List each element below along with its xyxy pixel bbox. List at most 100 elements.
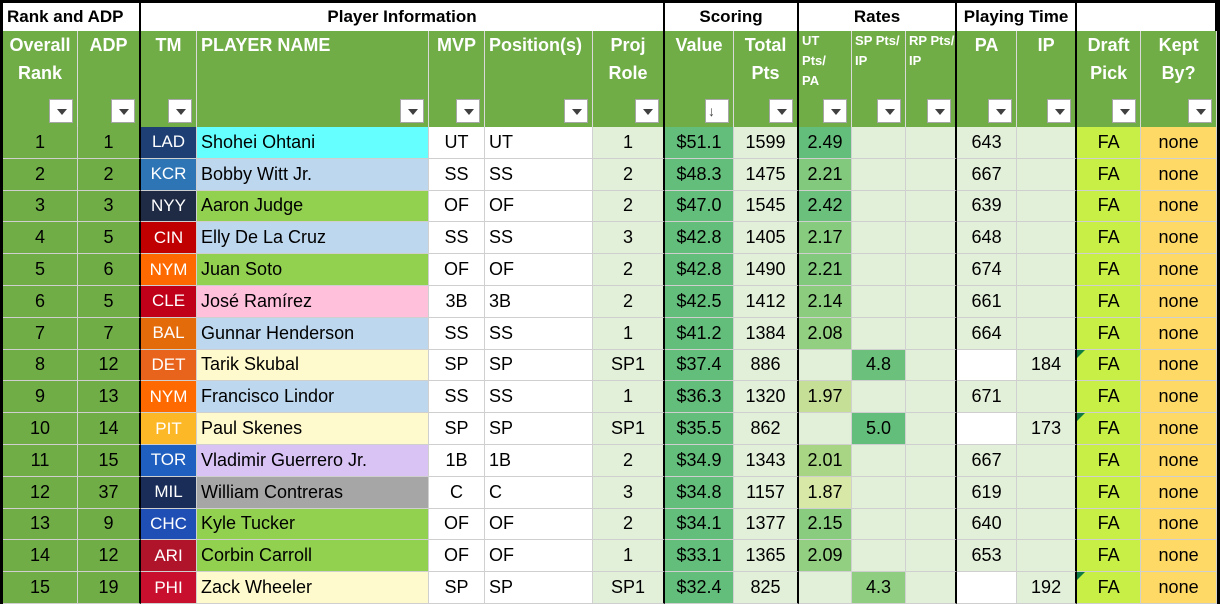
value-cell[interactable]: $33.1	[665, 540, 735, 573]
player-name-cell[interactable]: Tarik Skubal	[197, 349, 430, 382]
sp-rate-cell[interactable]	[852, 127, 907, 159]
draft-pick-cell[interactable]: FA	[1077, 476, 1142, 509]
total-pts-cell[interactable]: 1475	[734, 158, 800, 191]
draft-pick-cell[interactable]: FA	[1077, 127, 1142, 159]
ip-cell[interactable]	[1017, 254, 1078, 286]
sp-rate-cell[interactable]	[852, 158, 907, 191]
proj-role-cell[interactable]: 2	[593, 444, 666, 477]
overall-rank-cell[interactable]: 6	[3, 285, 78, 318]
filter-dropdown-button[interactable]	[456, 99, 481, 123]
rp-rate-cell[interactable]	[906, 381, 958, 414]
ut-rate-cell[interactable]: 1.97	[799, 381, 853, 414]
ip-cell[interactable]	[1017, 476, 1078, 509]
filter-dropdown-button[interactable]	[823, 99, 848, 123]
adp-cell[interactable]: 9	[78, 508, 142, 541]
team-cell[interactable]: LAD	[141, 127, 198, 159]
player-name-cell[interactable]: Bobby Witt Jr.	[197, 158, 430, 191]
value-cell[interactable]: $34.8	[665, 476, 735, 509]
mvp-cell[interactable]: OF	[429, 508, 486, 541]
draft-pick-cell[interactable]: FA	[1077, 158, 1142, 191]
kept-by-cell[interactable]: none	[1141, 444, 1218, 477]
draft-pick-cell[interactable]: FA	[1077, 285, 1142, 318]
overall-rank-cell[interactable]: 1	[3, 127, 78, 159]
draft-pick-cell[interactable]: FA	[1077, 222, 1142, 255]
ip-cell[interactable]	[1017, 158, 1078, 191]
proj-role-cell[interactable]: 1	[593, 127, 666, 159]
pa-cell[interactable]: 661	[957, 285, 1018, 318]
proj-role-cell[interactable]: 1	[593, 381, 666, 414]
position-cell[interactable]: SS	[485, 381, 594, 414]
rp-rate-cell[interactable]	[906, 222, 958, 255]
overall-rank-cell[interactable]: 7	[3, 317, 78, 350]
ut-rate-cell[interactable]: 2.01	[799, 444, 853, 477]
total-pts-cell[interactable]: 1365	[734, 540, 800, 573]
value-cell[interactable]: $32.4	[665, 572, 735, 604]
kept-by-cell[interactable]: none	[1141, 349, 1218, 382]
sp-rate-cell[interactable]	[852, 317, 907, 350]
value-cell[interactable]: $34.9	[665, 444, 735, 477]
rp-rate-cell[interactable]	[906, 127, 958, 159]
kept-by-cell[interactable]: none	[1141, 476, 1218, 509]
ip-cell[interactable]: 192	[1017, 572, 1078, 604]
rp-rate-cell[interactable]	[906, 349, 958, 382]
proj-role-cell[interactable]: 3	[593, 476, 666, 509]
pa-cell[interactable]: 674	[957, 254, 1018, 286]
position-cell[interactable]: OF	[485, 190, 594, 223]
mvp-cell[interactable]: OF	[429, 540, 486, 573]
pa-cell[interactable]: 667	[957, 158, 1018, 191]
kept-by-cell[interactable]: none	[1141, 413, 1218, 445]
position-cell[interactable]: C	[485, 476, 594, 509]
ip-cell[interactable]	[1017, 285, 1078, 318]
sp-rate-cell[interactable]	[852, 476, 907, 509]
position-cell[interactable]: SP	[485, 572, 594, 604]
kept-by-cell[interactable]: none	[1141, 381, 1218, 414]
sp-rate-cell[interactable]: 4.3	[852, 572, 907, 604]
mvp-cell[interactable]: C	[429, 476, 486, 509]
total-pts-cell[interactable]: 1157	[734, 476, 800, 509]
position-cell[interactable]: OF	[485, 254, 594, 286]
ip-cell[interactable]	[1017, 127, 1078, 159]
pa-cell[interactable]	[957, 572, 1018, 604]
total-pts-cell[interactable]: 1343	[734, 444, 800, 477]
ip-cell[interactable]: 184	[1017, 349, 1078, 382]
value-cell[interactable]: $48.3	[665, 158, 735, 191]
filter-dropdown-button[interactable]	[877, 99, 902, 123]
ut-rate-cell[interactable]	[799, 349, 853, 382]
ut-rate-cell[interactable]: 2.17	[799, 222, 853, 255]
value-cell[interactable]: $42.5	[665, 285, 735, 318]
pa-cell[interactable]: 640	[957, 508, 1018, 541]
ut-rate-cell[interactable]	[799, 572, 853, 604]
total-pts-cell[interactable]: 1490	[734, 254, 800, 286]
adp-cell[interactable]: 3	[78, 190, 142, 223]
ut-rate-cell[interactable]: 2.49	[799, 127, 853, 159]
mvp-cell[interactable]: 3B	[429, 285, 486, 318]
proj-role-cell[interactable]: 3	[593, 222, 666, 255]
adp-cell[interactable]: 6	[78, 254, 142, 286]
sp-rate-cell[interactable]	[852, 285, 907, 318]
value-cell[interactable]: $37.4	[665, 349, 735, 382]
filter-dropdown-button[interactable]	[168, 99, 193, 123]
mvp-cell[interactable]: SP	[429, 572, 486, 604]
overall-rank-cell[interactable]: 14	[3, 540, 78, 573]
ip-cell[interactable]	[1017, 317, 1078, 350]
sp-rate-cell[interactable]	[852, 254, 907, 286]
draft-pick-cell[interactable]: FA	[1077, 317, 1142, 350]
filter-dropdown-button[interactable]	[988, 99, 1013, 123]
filter-dropdown-button[interactable]	[927, 99, 952, 123]
total-pts-cell[interactable]: 886	[734, 349, 800, 382]
draft-pick-cell[interactable]: FA	[1077, 444, 1142, 477]
ip-cell[interactable]	[1017, 222, 1078, 255]
rp-rate-cell[interactable]	[906, 317, 958, 350]
overall-rank-cell[interactable]: 5	[3, 254, 78, 286]
team-cell[interactable]: NYM	[141, 381, 198, 414]
draft-pick-cell[interactable]: FA	[1077, 349, 1142, 382]
overall-rank-cell[interactable]: 15	[3, 572, 78, 604]
draft-pick-cell[interactable]: FA	[1077, 254, 1142, 286]
kept-by-cell[interactable]: none	[1141, 508, 1218, 541]
proj-role-cell[interactable]: 1	[593, 317, 666, 350]
total-pts-cell[interactable]: 1377	[734, 508, 800, 541]
comment-indicator-icon[interactable]	[1077, 413, 1086, 422]
mvp-cell[interactable]: SS	[429, 158, 486, 191]
position-cell[interactable]: UT	[485, 127, 594, 159]
team-cell[interactable]: NYM	[141, 254, 198, 286]
